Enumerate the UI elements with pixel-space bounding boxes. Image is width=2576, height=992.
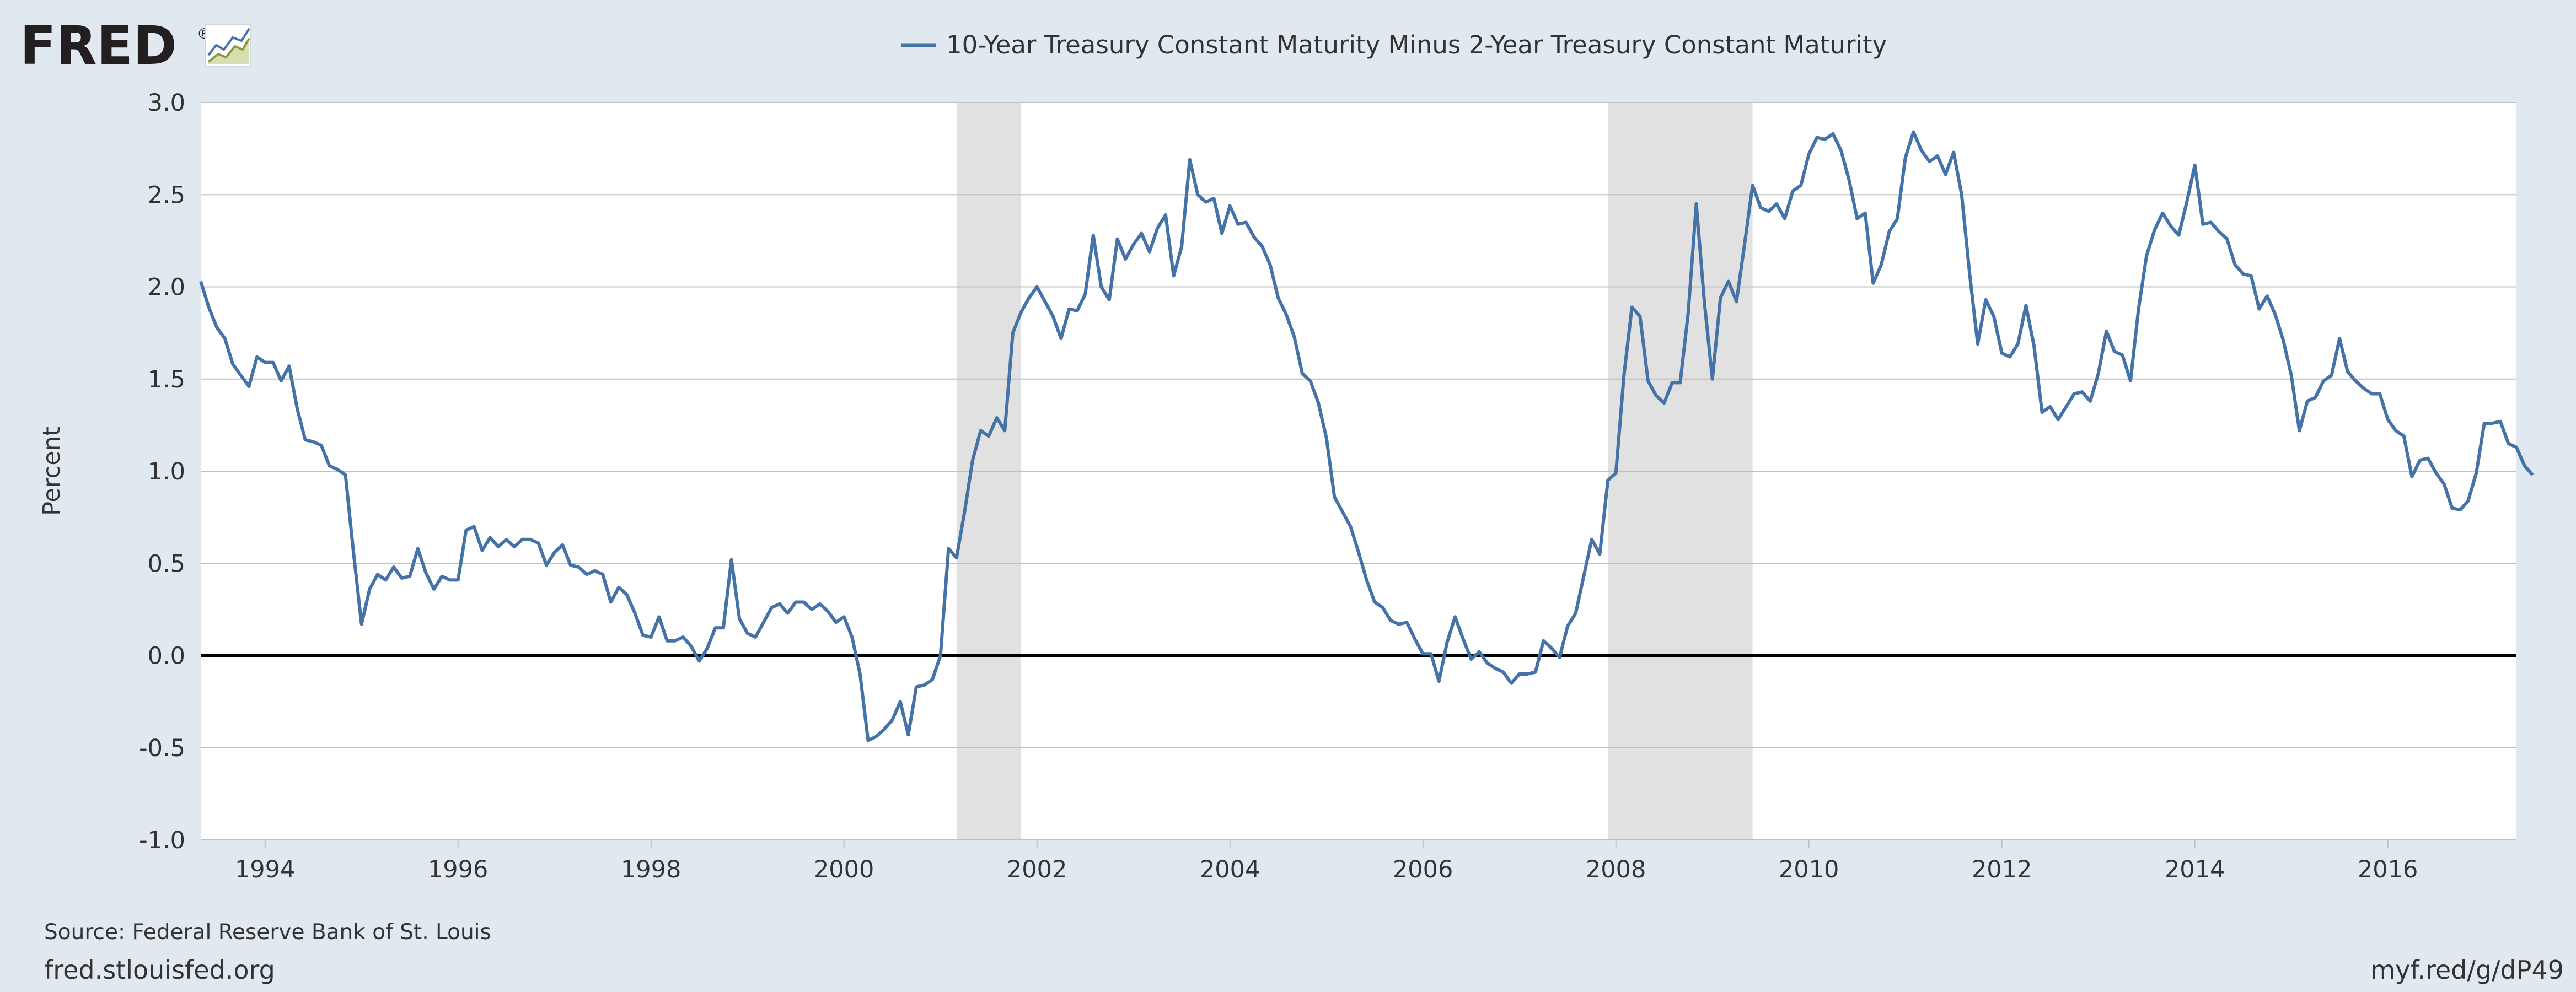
y-axis-ticks: -1.0 -0.5 0.0 0.5 1.0 1.5 2.0 2.5 3.0 <box>139 89 185 854</box>
y-tick-label: 0.5 <box>148 550 185 578</box>
source-text: Source: Federal Reserve Bank of St. Loui… <box>44 920 491 945</box>
y-tick-label: 1.0 <box>148 458 185 486</box>
y-axis-label: Percent <box>38 427 66 516</box>
x-tick-label: 2014 <box>2165 856 2225 883</box>
x-tick-label: 2004 <box>1200 856 1260 883</box>
x-tick-label: 2008 <box>1586 856 1646 883</box>
chart-legend: 10-Year Treasury Constant Maturity Minus… <box>901 30 1887 60</box>
x-tick-label: 2006 <box>1393 856 1453 883</box>
x-tick-label: 2002 <box>1007 856 1067 883</box>
x-tick-label: 2010 <box>1779 856 1839 883</box>
x-axis-ticks: 1994 1996 1998 2000 2002 2004 2006 2008 2010 2012… <box>235 840 2418 883</box>
x-tick-label: 2016 <box>2358 856 2418 883</box>
fred-logo-text: FRED <box>20 15 177 77</box>
series-layer <box>199 130 2534 742</box>
y-tick-label: 1.5 <box>148 366 185 393</box>
x-tick-label: 2012 <box>1972 856 2032 883</box>
fred-logo[interactable]: FRED ® <box>20 15 251 77</box>
short-url-link[interactable]: myf.red/g/dP49 <box>2370 955 2564 985</box>
y-tick-label: 2.5 <box>148 181 185 209</box>
series-line[interactable] <box>199 130 2534 742</box>
x-tick-label: 1994 <box>235 856 295 883</box>
site-link[interactable]: fred.stlouisfed.org <box>44 955 275 985</box>
trend-chart-icon <box>205 24 251 67</box>
y-tick-label: 0.0 <box>148 643 185 670</box>
y-tick-label: 3.0 <box>148 89 185 117</box>
x-tick-label: 1996 <box>428 856 488 883</box>
x-tick-label: 1998 <box>621 856 681 883</box>
chart-title: 10-Year Treasury Constant Maturity Minus… <box>946 30 1887 60</box>
x-tick-label: 2000 <box>814 856 874 883</box>
y-tick-label: -0.5 <box>139 735 185 762</box>
y-tick-label: 2.0 <box>148 274 185 301</box>
y-tick-label: -1.0 <box>139 827 185 854</box>
